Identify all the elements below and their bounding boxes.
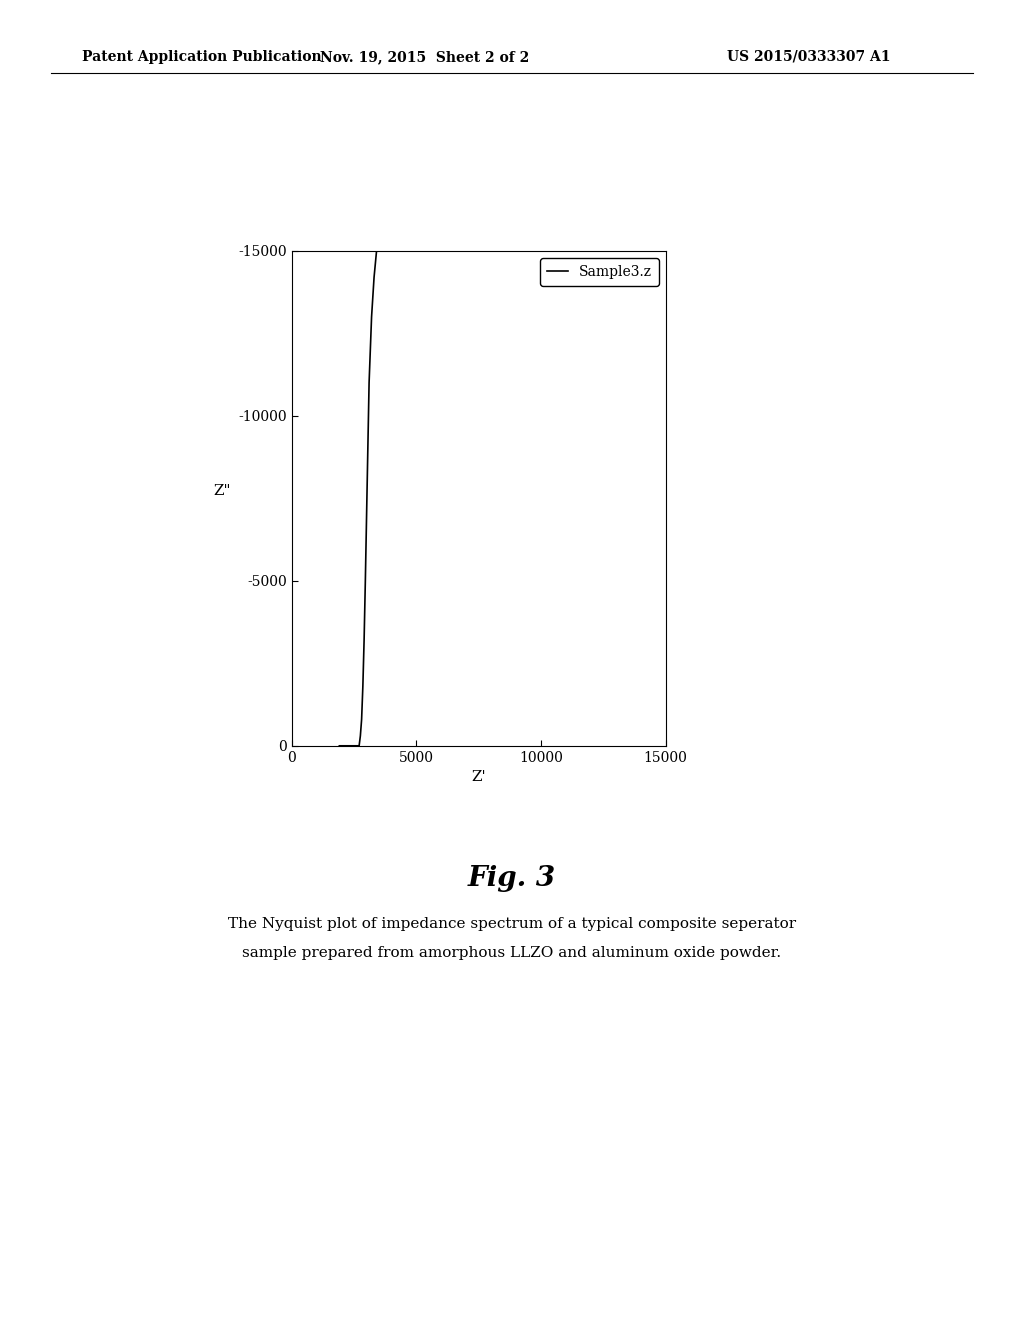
Text: Fig. 3: Fig. 3 <box>468 865 556 891</box>
Legend: Sample3.z: Sample3.z <box>540 257 658 285</box>
Text: The Nyquist plot of impedance spectrum of a typical composite seperator: The Nyquist plot of impedance spectrum o… <box>228 917 796 932</box>
Text: Nov. 19, 2015  Sheet 2 of 2: Nov. 19, 2015 Sheet 2 of 2 <box>321 50 529 63</box>
Text: Patent Application Publication: Patent Application Publication <box>82 50 322 63</box>
Y-axis label: Z": Z" <box>213 484 230 498</box>
X-axis label: Z': Z' <box>471 770 486 784</box>
Text: sample prepared from amorphous LLZO and aluminum oxide powder.: sample prepared from amorphous LLZO and … <box>243 946 781 961</box>
Text: US 2015/0333307 A1: US 2015/0333307 A1 <box>727 50 891 63</box>
